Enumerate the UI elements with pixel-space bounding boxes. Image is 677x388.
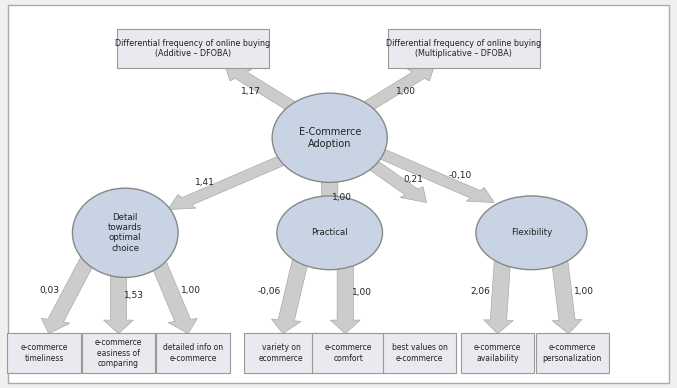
- Polygon shape: [347, 65, 435, 118]
- FancyBboxPatch shape: [387, 29, 540, 68]
- FancyBboxPatch shape: [383, 333, 456, 373]
- Polygon shape: [168, 154, 292, 210]
- Text: e-commerce
availability: e-commerce availability: [474, 343, 521, 363]
- Text: 0,03: 0,03: [39, 286, 60, 295]
- Ellipse shape: [272, 93, 387, 182]
- Ellipse shape: [476, 196, 587, 270]
- Text: 0,21: 0,21: [403, 175, 423, 184]
- FancyBboxPatch shape: [7, 333, 81, 373]
- Text: 2,06: 2,06: [471, 287, 491, 296]
- FancyBboxPatch shape: [536, 333, 609, 373]
- Text: 1,17: 1,17: [240, 87, 261, 96]
- Polygon shape: [41, 252, 99, 334]
- Text: e-commerce
easiness of
comparing: e-commerce easiness of comparing: [95, 338, 142, 368]
- Polygon shape: [315, 182, 345, 214]
- FancyBboxPatch shape: [156, 333, 230, 373]
- Text: detailed info on
e-commerce: detailed info on e-commerce: [163, 343, 223, 363]
- FancyBboxPatch shape: [461, 333, 534, 373]
- Text: Differential frequency of online buying
(Additive – DFOBA): Differential frequency of online buying …: [115, 39, 271, 58]
- Polygon shape: [483, 251, 513, 334]
- Polygon shape: [355, 153, 427, 203]
- Polygon shape: [271, 251, 311, 334]
- FancyBboxPatch shape: [312, 333, 385, 373]
- Text: e-commerce
comfort: e-commerce comfort: [325, 343, 372, 363]
- Text: 1,00: 1,00: [396, 87, 416, 96]
- Polygon shape: [550, 251, 582, 334]
- Ellipse shape: [72, 188, 178, 277]
- FancyBboxPatch shape: [82, 333, 155, 373]
- Text: Practical: Practical: [311, 228, 348, 237]
- FancyBboxPatch shape: [116, 29, 269, 68]
- Text: 1,00: 1,00: [573, 287, 594, 296]
- Text: -0,06: -0,06: [257, 287, 280, 296]
- Text: Differential frequency of online buying
(Multiplicative – DFOBA): Differential frequency of online buying …: [386, 39, 542, 58]
- Polygon shape: [225, 65, 312, 118]
- Text: 1,00: 1,00: [351, 288, 372, 298]
- Text: best values on
e-commerce: best values on e-commerce: [392, 343, 447, 363]
- Text: e-commerce
timeliness: e-commerce timeliness: [20, 343, 68, 363]
- Text: Flexibility: Flexibility: [511, 228, 552, 237]
- FancyBboxPatch shape: [244, 333, 318, 373]
- Polygon shape: [330, 251, 360, 334]
- Ellipse shape: [277, 196, 383, 270]
- Text: -0,10: -0,10: [449, 171, 472, 180]
- Text: 1,00: 1,00: [332, 193, 352, 203]
- Polygon shape: [146, 252, 197, 334]
- Text: 1,41: 1,41: [194, 178, 215, 187]
- Polygon shape: [373, 148, 494, 203]
- Text: 1,53: 1,53: [124, 291, 144, 300]
- Text: E-Commerce
Adoption: E-Commerce Adoption: [299, 127, 361, 149]
- Text: 1,00: 1,00: [181, 286, 201, 295]
- Text: variety on
ecommerce: variety on ecommerce: [259, 343, 303, 363]
- Polygon shape: [104, 255, 133, 334]
- FancyBboxPatch shape: [8, 5, 669, 383]
- Text: Detail
towards
optimal
choice: Detail towards optimal choice: [108, 213, 142, 253]
- Text: e-commerce
personalization: e-commerce personalization: [542, 343, 602, 363]
